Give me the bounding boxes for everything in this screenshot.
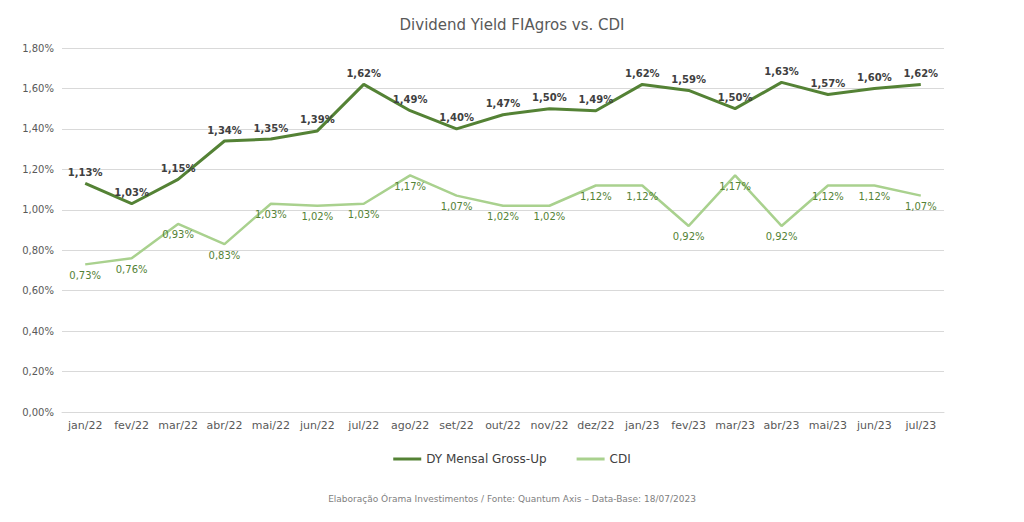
svg-text:1,57%: 1,57% — [811, 78, 846, 89]
svg-text:1,40%: 1,40% — [439, 112, 474, 123]
svg-text:abr/23: abr/23 — [764, 419, 800, 432]
svg-text:abr/22: abr/22 — [206, 419, 242, 432]
svg-text:1,50%: 1,50% — [718, 92, 753, 103]
svg-text:jan/23: jan/23 — [624, 419, 659, 432]
svg-text:1,03%: 1,03% — [348, 209, 380, 220]
svg-text:1,03%: 1,03% — [255, 209, 287, 220]
svg-text:0,40%: 0,40% — [22, 326, 54, 337]
svg-text:1,47%: 1,47% — [486, 98, 521, 109]
svg-text:0,83%: 0,83% — [209, 250, 241, 261]
svg-text:1,39%: 1,39% — [300, 114, 335, 125]
svg-text:1,49%: 1,49% — [578, 94, 613, 105]
svg-text:1,17%: 1,17% — [394, 181, 426, 192]
svg-text:1,34%: 1,34% — [207, 125, 242, 136]
svg-text:fev/22: fev/22 — [114, 419, 149, 432]
svg-text:ago/22: ago/22 — [391, 419, 429, 432]
svg-text:Dividend Yield FIAgros vs. CDI: Dividend Yield FIAgros vs. CDI — [400, 16, 625, 34]
svg-text:jun/22: jun/22 — [299, 419, 335, 432]
svg-text:1,62%: 1,62% — [346, 68, 381, 79]
svg-text:1,17%: 1,17% — [719, 181, 751, 192]
svg-text:Elaboração Órama Investimentos: Elaboração Órama Investimentos / Fonte: … — [328, 493, 696, 504]
svg-text:mai/22: mai/22 — [252, 419, 290, 432]
svg-text:1,02%: 1,02% — [534, 211, 566, 222]
svg-text:1,12%: 1,12% — [580, 191, 612, 202]
svg-text:1,49%: 1,49% — [393, 94, 428, 105]
svg-text:mar/22: mar/22 — [158, 419, 198, 432]
svg-text:1,12%: 1,12% — [626, 191, 658, 202]
svg-text:1,12%: 1,12% — [858, 191, 890, 202]
svg-text:nov/22: nov/22 — [530, 419, 568, 432]
svg-text:1,60%: 1,60% — [22, 83, 54, 94]
svg-text:0,20%: 0,20% — [22, 366, 54, 377]
svg-text:1,02%: 1,02% — [301, 211, 333, 222]
svg-text:out/22: out/22 — [485, 419, 521, 432]
svg-text:1,02%: 1,02% — [487, 211, 519, 222]
svg-text:0,80%: 0,80% — [22, 245, 54, 256]
svg-text:jul/22: jul/22 — [347, 419, 379, 432]
svg-text:CDI: CDI — [610, 452, 631, 466]
svg-text:jun/23: jun/23 — [856, 419, 892, 432]
svg-text:jul/23: jul/23 — [904, 419, 936, 432]
svg-text:1,12%: 1,12% — [812, 191, 844, 202]
svg-text:1,07%: 1,07% — [441, 201, 473, 212]
svg-text:0,92%: 0,92% — [673, 231, 705, 242]
svg-text:1,20%: 1,20% — [22, 164, 54, 175]
svg-text:0,76%: 0,76% — [116, 264, 148, 275]
svg-text:1,62%: 1,62% — [903, 68, 938, 79]
svg-text:0,92%: 0,92% — [766, 231, 798, 242]
svg-text:0,00%: 0,00% — [22, 407, 54, 418]
svg-text:mar/23: mar/23 — [715, 419, 755, 432]
svg-text:1,63%: 1,63% — [764, 66, 799, 77]
svg-text:0,60%: 0,60% — [22, 285, 54, 296]
svg-text:1,59%: 1,59% — [671, 74, 706, 85]
svg-text:1,07%: 1,07% — [905, 201, 937, 212]
svg-text:1,13%: 1,13% — [68, 167, 103, 178]
svg-text:fev/23: fev/23 — [671, 419, 706, 432]
svg-text:DY Mensal Gross-Up: DY Mensal Gross-Up — [426, 452, 546, 466]
svg-text:1,03%: 1,03% — [114, 187, 149, 198]
svg-text:dez/22: dez/22 — [577, 419, 614, 432]
svg-text:mai/23: mai/23 — [809, 419, 847, 432]
svg-text:1,00%: 1,00% — [22, 204, 54, 215]
svg-text:1,15%: 1,15% — [161, 163, 196, 174]
svg-text:0,93%: 0,93% — [162, 229, 194, 240]
svg-text:1,80%: 1,80% — [22, 43, 54, 54]
svg-text:1,50%: 1,50% — [532, 92, 567, 103]
svg-text:1,35%: 1,35% — [254, 123, 289, 134]
svg-text:1,60%: 1,60% — [857, 72, 892, 83]
svg-text:1,40%: 1,40% — [22, 123, 54, 134]
svg-text:0,73%: 0,73% — [69, 270, 101, 281]
svg-text:jan/22: jan/22 — [67, 419, 102, 432]
svg-text:1,62%: 1,62% — [625, 68, 660, 79]
svg-text:set/22: set/22 — [439, 419, 474, 432]
